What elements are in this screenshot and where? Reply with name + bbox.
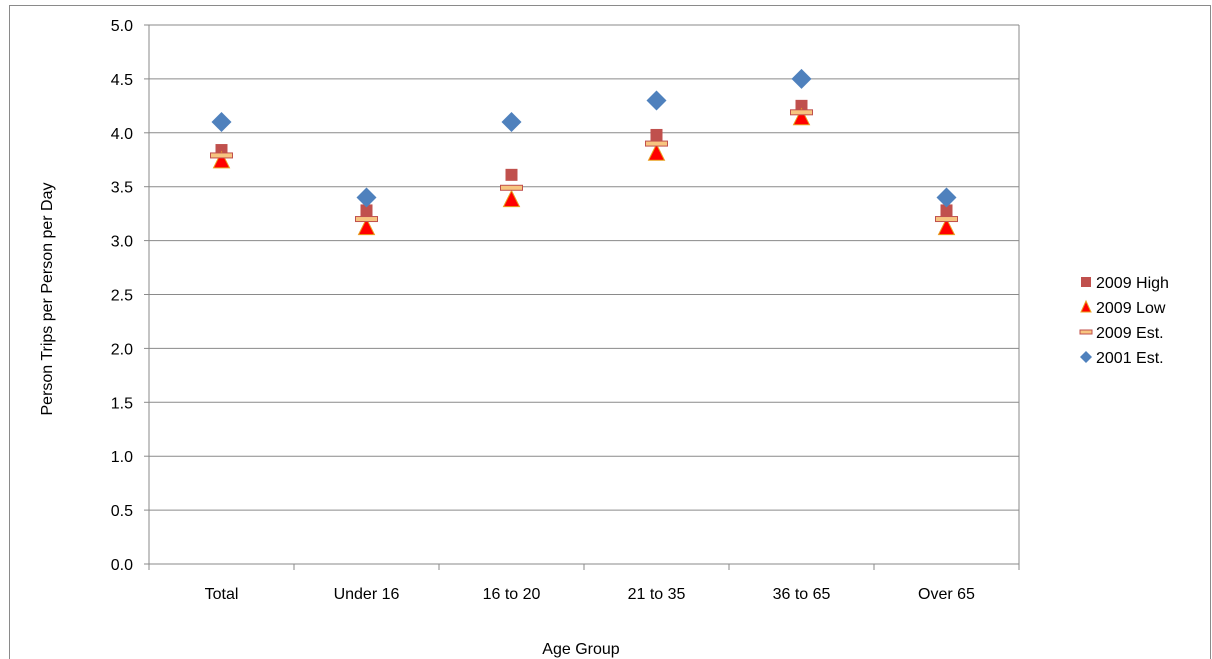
point-2009-est- (790, 109, 813, 116)
x-tick-label: Over 65 (918, 586, 975, 603)
x-tick-label: 16 to 20 (483, 586, 541, 603)
point-2009-low (937, 217, 956, 236)
y-tick-label: 0.0 (111, 557, 133, 574)
y-axis-title: Person Trips per Person per Day (39, 183, 56, 416)
data-marks (210, 68, 958, 236)
gridlines (149, 24, 1020, 564)
x-axis-title: Age Group (542, 641, 619, 658)
point-2009-est- (645, 140, 668, 147)
x-tick-label: Under 16 (334, 586, 400, 603)
point-2009-high (795, 99, 808, 112)
point-2001-est- (211, 112, 232, 133)
legend-label: 2009 Low (1096, 300, 1166, 317)
y-tick-label: 1.5 (111, 395, 133, 412)
point-2009-est- (500, 184, 523, 191)
legend-label: 2009 Est. (1096, 325, 1164, 342)
legend-item-2001-est-: 2001 Est. (1080, 350, 1164, 367)
point-2009-low (792, 107, 811, 126)
legend-item-2009-high: 2009 High (1081, 275, 1169, 292)
y-tick-label: 1.0 (111, 449, 133, 466)
point-2009-low (647, 143, 666, 161)
point-2009-high (505, 168, 518, 181)
legend-swatch (1080, 299, 1092, 313)
point-2009-low (212, 150, 231, 169)
point-2009-high (940, 204, 953, 217)
y-tick-label: 5.0 (111, 18, 133, 35)
y-tick-label: 2.5 (111, 288, 133, 305)
legend-swatch (1079, 329, 1093, 335)
point-2001-est- (356, 187, 377, 208)
point-2009-est- (355, 216, 378, 223)
axes: 0.0 0.5 1.0 1.5 2.0 2.5 3.0 3.5 4.0 4.5 5.0 Total Un… (111, 18, 1020, 603)
point-2009-low (357, 217, 376, 236)
point-2009-est- (935, 216, 958, 223)
point-2001-est- (936, 187, 957, 208)
point-2009-est- (210, 152, 233, 159)
chart-frame (9, 5, 1211, 659)
y-tick-label: 3.5 (111, 180, 133, 197)
x-tick-label: Total (205, 586, 239, 603)
legend-item-2009-low: 2009 Low (1080, 299, 1166, 317)
legend-swatch (1080, 351, 1092, 363)
y-tick-label: 3.0 (111, 234, 133, 251)
y-tick-label: 4.0 (111, 126, 133, 143)
point-2001-est- (646, 90, 667, 111)
point-2009-high (650, 128, 663, 141)
point-2001-est- (791, 68, 812, 89)
point-2009-low (502, 189, 521, 208)
point-2001-est- (501, 112, 522, 133)
y-tick-label: 2.0 (111, 341, 133, 358)
legend-item-2009-est-: 2009 Est. (1079, 325, 1164, 342)
legend-swatch (1081, 277, 1091, 287)
legend: 2009 High 2009 Low 2009 Est. 2001 Est. (1079, 275, 1169, 367)
point-2009-high (360, 204, 373, 217)
legend-label: 2001 Est. (1096, 350, 1164, 367)
y-tick-label: 0.5 (111, 503, 133, 520)
legend-label: 2009 High (1096, 275, 1169, 292)
x-tick-label: 36 to 65 (773, 586, 831, 603)
y-tick-label: 4.5 (111, 72, 133, 89)
x-tick-label: 21 to 35 (628, 586, 686, 603)
